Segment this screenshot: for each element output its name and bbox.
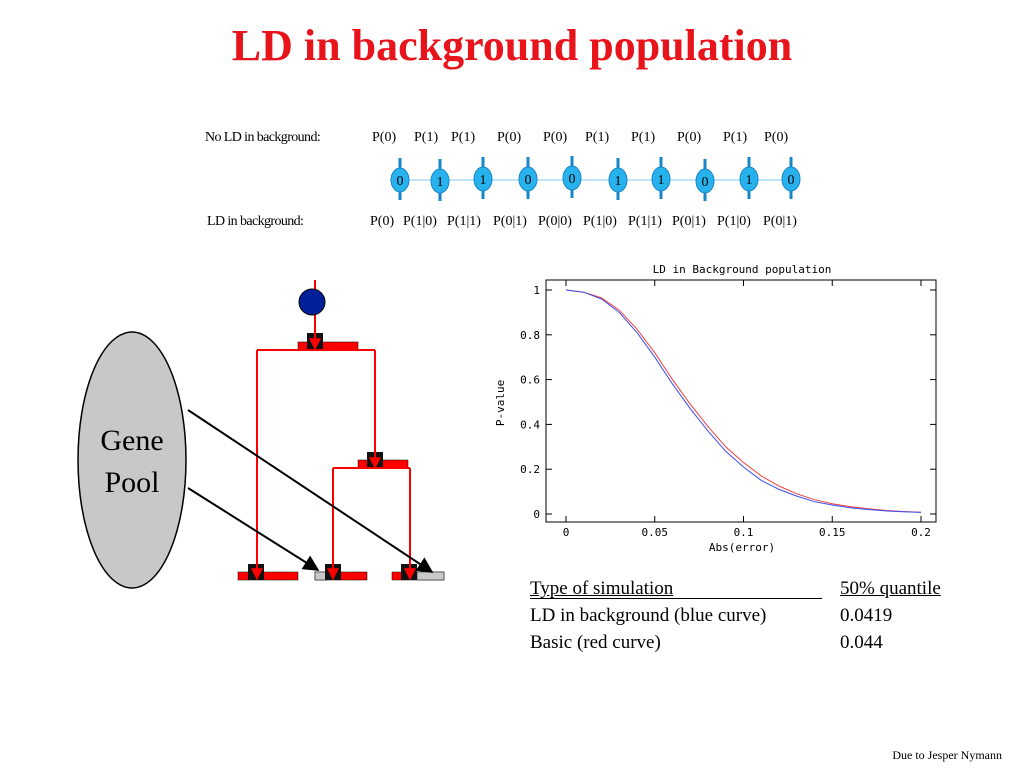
table-row-1-value: 0.0419: [840, 605, 893, 626]
prob-4: P(0|0): [538, 214, 572, 229]
slide-title: LD in background population: [231, 21, 793, 70]
gene-pool-line2: Pool: [104, 466, 159, 499]
x-tick-label: 0: [563, 526, 570, 539]
marker-label-3: 0: [525, 173, 532, 188]
y-tick-label: 0.2: [520, 463, 540, 476]
marker-8: 1: [739, 157, 759, 199]
marker-label-0: 0: [397, 174, 404, 189]
table-row-2-value: 0.044: [840, 632, 883, 653]
ld-label: LD in background:: [207, 214, 304, 229]
marker-label-4: 0: [569, 172, 576, 187]
marker-1: 1: [430, 159, 450, 201]
x-tick-label: 0.15: [819, 526, 846, 539]
root-node: [298, 288, 326, 316]
table-header-type: Type of simulation: [530, 578, 674, 599]
x-tick-label: 0.1: [734, 526, 754, 539]
marker-2: 1: [473, 157, 493, 199]
blue-curve: [565, 289, 922, 513]
marker-9: 0: [781, 157, 801, 199]
leaf-segment-1: [237, 560, 299, 581]
no-ld-label: No LD in background:: [205, 130, 321, 145]
p-value-chart: LD in Background population 0 0.05 0.1 0.15…: [494, 263, 937, 554]
prob-7: P(0|1): [672, 214, 706, 229]
red-curve: [565, 289, 922, 513]
prob-1: P(1): [414, 130, 439, 145]
prob-6: P(1|1): [628, 214, 662, 229]
gene-pool: Gene Pool: [77, 331, 187, 589]
prob-9: P(0|1): [763, 214, 797, 229]
prob-5: P(1): [585, 130, 610, 145]
prob-8: P(1): [723, 130, 748, 145]
marker-4: 0: [562, 156, 582, 198]
x-axis-label: Abs(error): [709, 541, 775, 554]
marker-0: 0: [390, 158, 410, 200]
x-tick-label: 0.05: [642, 526, 669, 539]
x-tick-label: 0.2: [911, 526, 931, 539]
top-segment: [297, 332, 359, 351]
prob-9: P(0): [764, 130, 789, 145]
prob-7: P(0): [677, 130, 702, 145]
marker-label-2: 1: [480, 173, 487, 188]
marker-label-8: 1: [746, 173, 753, 188]
marker-chromosome: 0 1 1 0 0 1 1 0 1 0: [390, 156, 801, 201]
prob-3: P(0): [497, 130, 522, 145]
y-tick-label: 1: [533, 284, 540, 297]
y-tick-label: 0: [533, 508, 540, 521]
prob-5: P(1|0): [583, 214, 617, 229]
prob-8: P(1|0): [717, 214, 751, 229]
table-header-quantile: 50% quantile: [840, 578, 941, 599]
y-axis-label: P-value: [494, 380, 507, 426]
prob-1: P(1|0): [403, 214, 437, 229]
marker-3: 0: [518, 157, 538, 199]
prob-0: P(0): [372, 130, 397, 145]
y-tick-label: 0.8: [520, 329, 540, 342]
prob-4: P(0): [543, 130, 568, 145]
marker-label-6: 1: [658, 173, 665, 188]
chart-title: LD in Background population: [653, 263, 832, 276]
pool-arrow-2: [187, 487, 320, 571]
prob-6: P(1): [631, 130, 656, 145]
prob-0: P(0): [370, 214, 395, 229]
pool-arrow-1: [187, 409, 434, 573]
marker-label-9: 0: [788, 173, 795, 188]
header-underline: [530, 598, 822, 599]
marker-label-1: 1: [437, 175, 444, 190]
y-tick-label: 0.4: [520, 418, 540, 431]
genealogy-diagram: Gene Pool: [77, 280, 445, 589]
leaf-segment-2: [314, 560, 368, 581]
prob-2: P(1|1): [447, 214, 481, 229]
footer-credit: Due to Jesper Nymann: [892, 748, 1002, 762]
marker-label-7: 0: [702, 175, 709, 190]
middle-segment: [357, 452, 409, 470]
table-row-2-type: Basic (red curve): [530, 632, 661, 653]
table-row-1-type: LD in background (blue curve): [530, 605, 767, 626]
marker-7: 0: [695, 159, 715, 201]
y-tick-label: 0.6: [520, 374, 540, 387]
marker-label-5: 1: [615, 174, 622, 189]
gene-pool-line1: Gene: [100, 424, 163, 457]
prob-3: P(0|1): [493, 214, 527, 229]
prob-2: P(1): [451, 130, 476, 145]
marker-5: 1: [608, 158, 628, 200]
leaf-segment-3: [391, 560, 445, 581]
marker-6: 1: [651, 157, 671, 199]
